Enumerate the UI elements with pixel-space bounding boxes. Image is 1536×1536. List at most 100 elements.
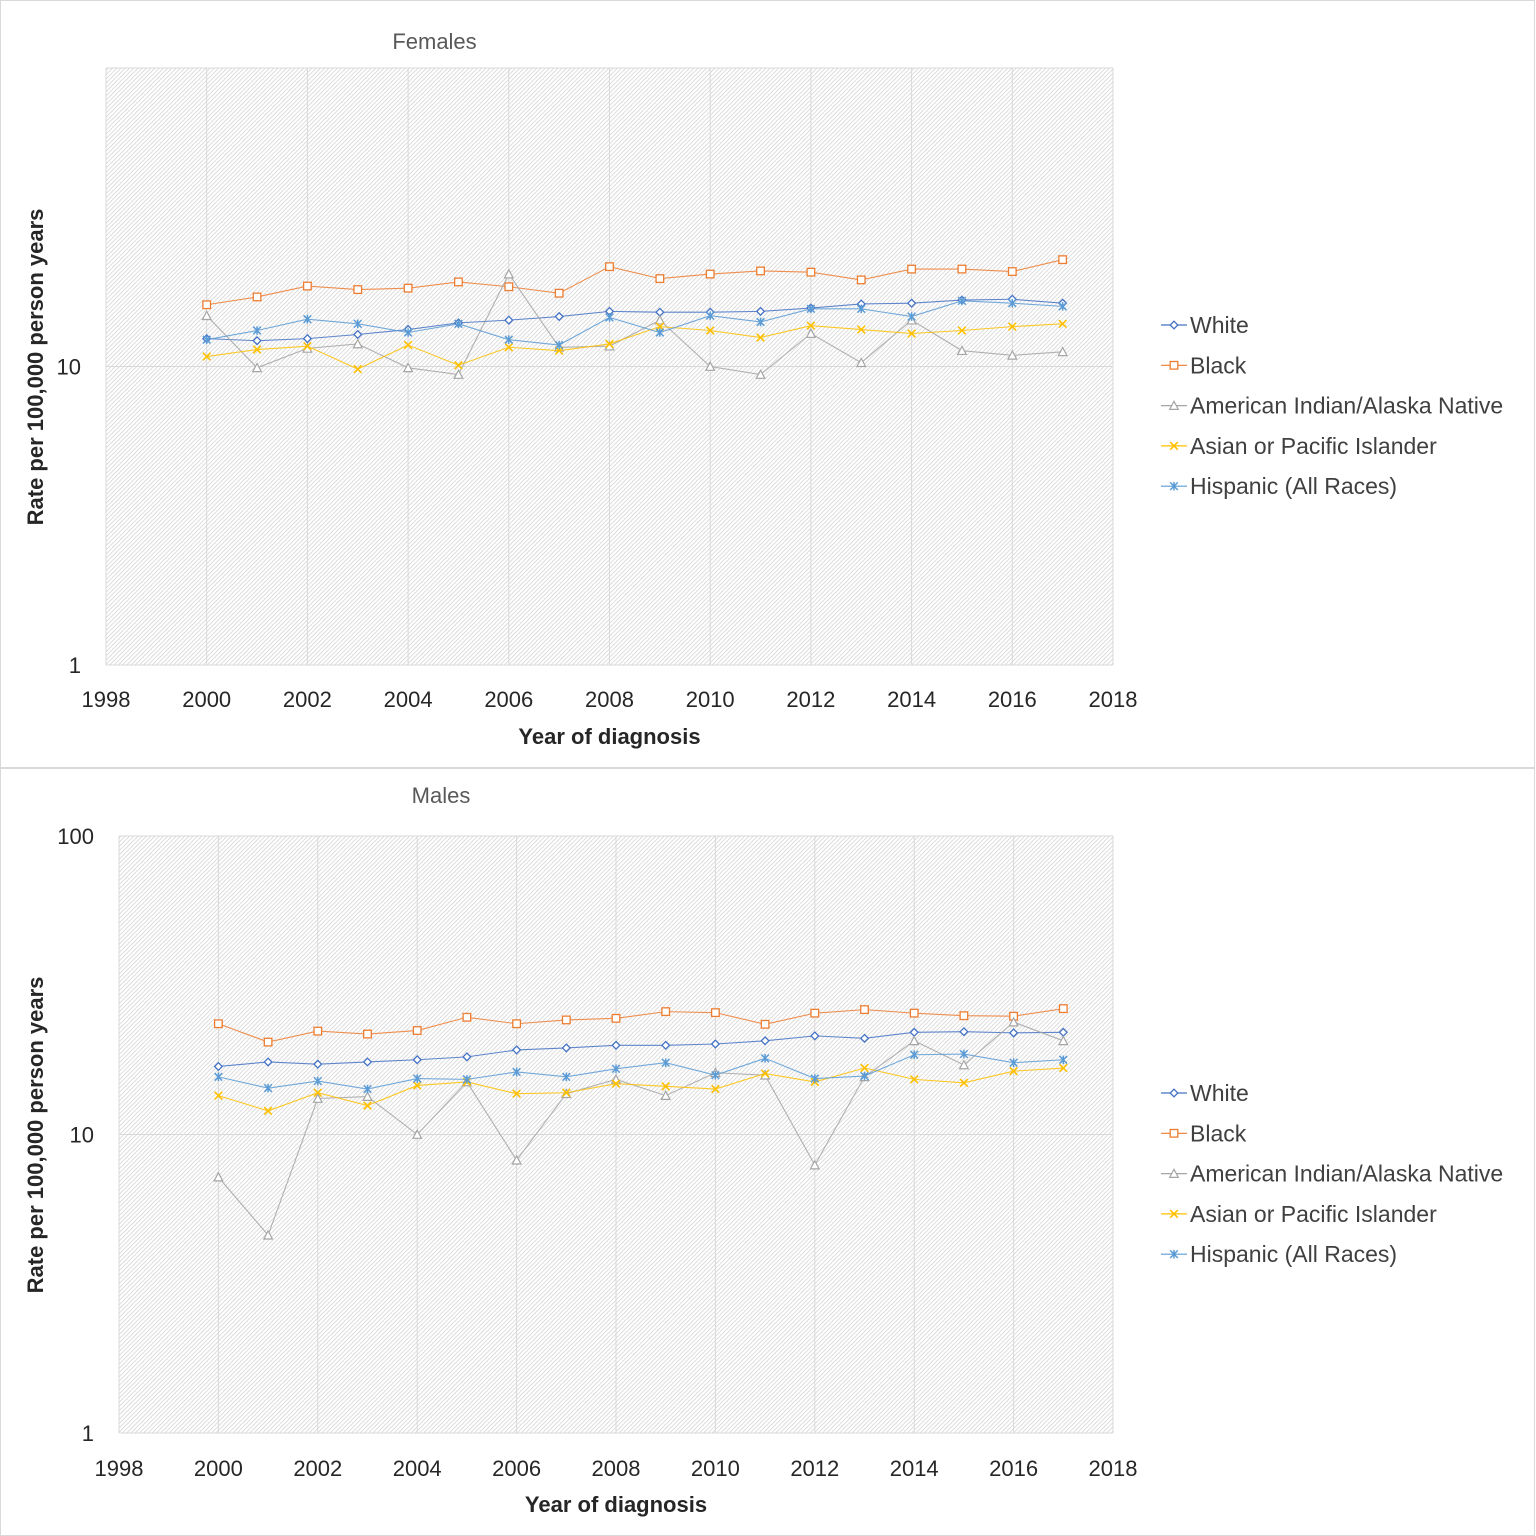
data-point (810, 1031, 820, 1041)
x-tick-label: 2006 (492, 1456, 541, 1481)
data-point (1009, 1066, 1018, 1076)
y-tick-label: 1 (69, 653, 81, 678)
data-point (909, 1075, 919, 1084)
legend-marker (1169, 1249, 1179, 1259)
legend-marker (1169, 441, 1179, 451)
data-point (252, 345, 262, 354)
data-point (412, 1055, 422, 1065)
data-point (704, 360, 716, 371)
data-point (959, 1049, 969, 1059)
legend-label: American Indian/Alaska Native (1190, 1161, 1503, 1187)
data-point (907, 329, 916, 338)
data-point (860, 1071, 869, 1081)
series-line (206, 298, 1063, 342)
data-point (959, 1078, 969, 1088)
y-tick-label: 1 (82, 1421, 94, 1446)
data-point (760, 1053, 770, 1063)
x-tick-label: 1998 (95, 1456, 144, 1481)
data-point (711, 1084, 720, 1094)
data-point (959, 1011, 969, 1021)
data-point (860, 1005, 869, 1015)
legend-item: American Indian/Alaska Native (1161, 1161, 1503, 1187)
legend: White Black American Indian/Alaska Native A… (1161, 1080, 1503, 1267)
data-point (462, 1012, 472, 1022)
legend-item: American Indian/Alaska Native (1161, 393, 1503, 419)
data-point (202, 335, 212, 344)
y-tick-label: 100 (57, 824, 94, 849)
legend-marker (1169, 1088, 1179, 1098)
x-tick-label: 2012 (786, 687, 835, 712)
chart-title: Males (412, 783, 471, 808)
data-point (909, 1050, 919, 1060)
data-point (710, 1039, 721, 1049)
legend-label: Hispanic (All Races) (1190, 1241, 1397, 1267)
data-point (957, 326, 967, 335)
data-point (611, 1079, 621, 1089)
series-asian-or-pacific-islander (214, 1063, 1068, 1116)
series-line (218, 1053, 1064, 1090)
series-line (206, 323, 1063, 370)
data-point (806, 321, 816, 331)
data-point (909, 1008, 919, 1018)
data-point (363, 1029, 372, 1039)
data-point (605, 262, 614, 272)
data-point (462, 1052, 472, 1062)
legend-marker (1169, 320, 1179, 330)
data-point (660, 1090, 671, 1100)
data-point (705, 311, 715, 321)
legend-label: White (1190, 1080, 1249, 1106)
data-point (214, 1091, 223, 1100)
data-point (561, 1088, 571, 1098)
data-point (353, 329, 363, 340)
series-line (206, 272, 1063, 376)
series-white (213, 1026, 1069, 1072)
data-point (554, 340, 564, 350)
data-point (611, 1064, 621, 1074)
x-tick-label: 2004 (384, 687, 433, 712)
data-point (661, 1081, 671, 1091)
x-tick-label: 2018 (1089, 687, 1138, 712)
x-tick-label: 2016 (988, 687, 1037, 712)
data-point (756, 333, 765, 342)
legend-marker (1169, 360, 1179, 370)
data-point (512, 1089, 521, 1099)
series-line (218, 1008, 1064, 1043)
data-point (504, 315, 514, 325)
data-point (263, 1083, 273, 1093)
data-point (756, 317, 765, 327)
legend-label: Asian or Pacific Islander (1190, 433, 1437, 459)
data-point (705, 326, 715, 335)
x-tick-label: 2004 (393, 1456, 442, 1481)
data-point (1009, 1058, 1018, 1068)
data-point (503, 268, 515, 279)
data-point (855, 357, 867, 368)
data-point (303, 341, 312, 351)
series-line (218, 1067, 1064, 1112)
legend-marker (1169, 1209, 1179, 1219)
legend-marker (1169, 1128, 1179, 1138)
data-point (654, 314, 666, 325)
legend-item: Hispanic (All Races) (1161, 1241, 1397, 1267)
data-point (655, 274, 665, 284)
data-point (611, 1013, 621, 1023)
y-axis-title: Rate per 100,000 person years (23, 209, 48, 526)
data-point (1007, 267, 1017, 277)
data-point (263, 1037, 273, 1047)
data-point (1008, 1016, 1019, 1027)
legend: White Black American Indian/Alaska Native A… (1161, 312, 1503, 499)
legend-item: Black (1161, 1120, 1247, 1146)
x-tick-label: 1998 (82, 687, 131, 712)
data-point (705, 269, 715, 279)
data-point (263, 1057, 273, 1067)
data-point (810, 1008, 820, 1018)
data-point (504, 342, 514, 352)
data-point (661, 1007, 671, 1017)
data-point (454, 360, 463, 370)
data-point (512, 1067, 521, 1077)
series-line (217, 1021, 1064, 1237)
data-point (213, 1061, 224, 1072)
legend-marker (1169, 481, 1179, 491)
data-point (512, 1019, 522, 1029)
data-point (809, 1159, 821, 1170)
data-point (213, 1019, 223, 1029)
